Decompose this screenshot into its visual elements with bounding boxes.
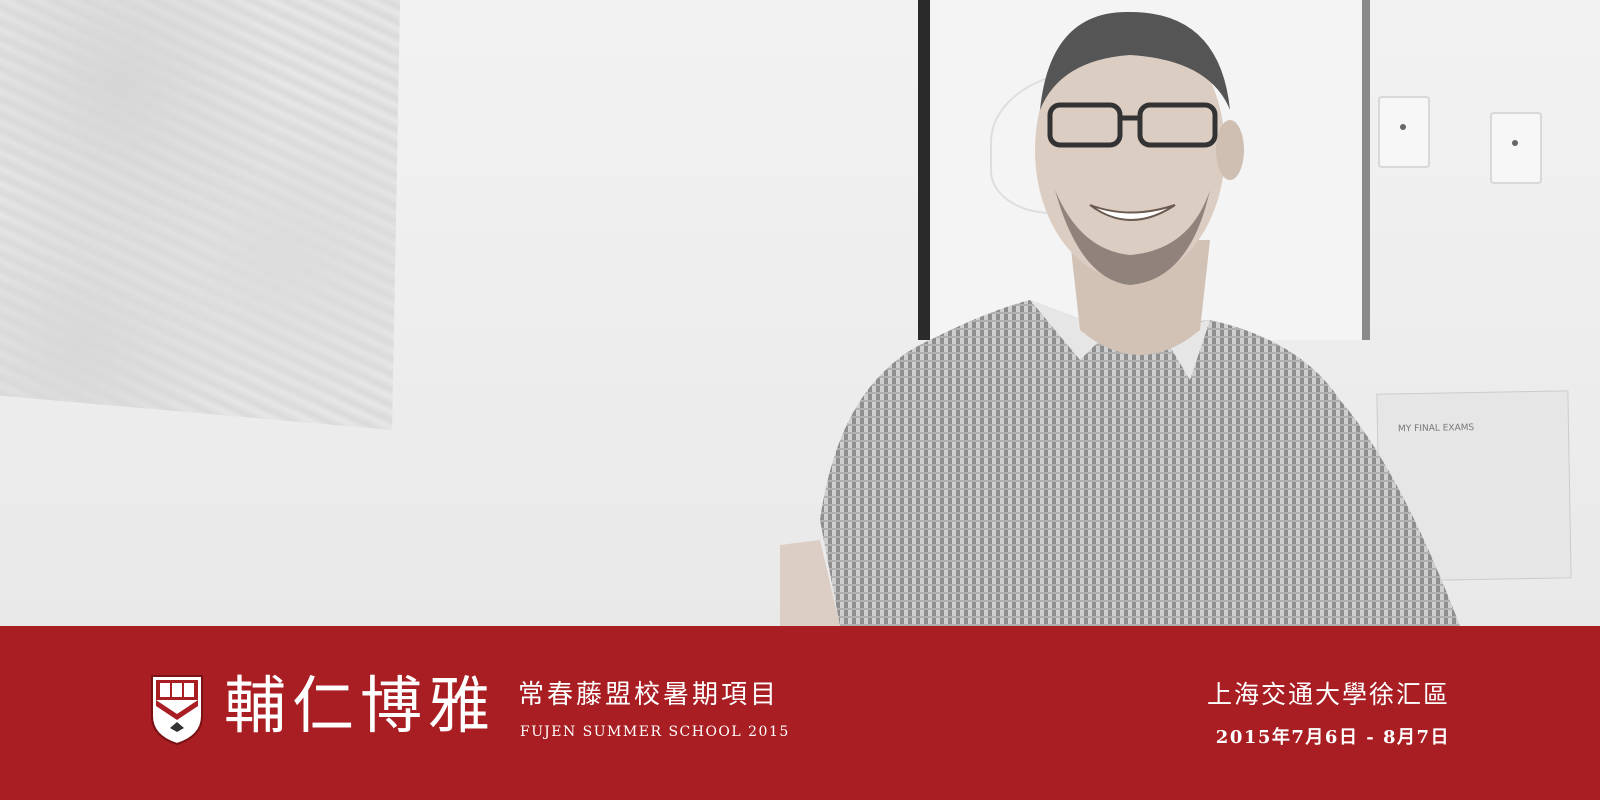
brand-logo-text: 輔仁博雅 (224, 669, 497, 742)
shield-crest-icon (148, 670, 206, 746)
program-title-english: FUJEN SUMMER SCHOOL 2015 (520, 724, 790, 740)
program-title-chinese: 常春藤盟校暑期項目 (518, 680, 780, 710)
projection-screen (0, 0, 400, 430)
lecturer-figure (600, 0, 1500, 626)
wall-outlet (1490, 112, 1542, 184)
hero-photo: MY FINAL EXAMS (0, 0, 1600, 626)
footer-banner: 輔仁博雅 常春藤盟校暑期項目 FUJEN SUMMER SCHOOL 2015 … (0, 626, 1600, 800)
program-dates: 2015年7月6日 - 8月7日 (1215, 727, 1450, 748)
wall-switch (1378, 96, 1430, 168)
program-location: 上海交通大學徐汇區 (1206, 680, 1450, 709)
